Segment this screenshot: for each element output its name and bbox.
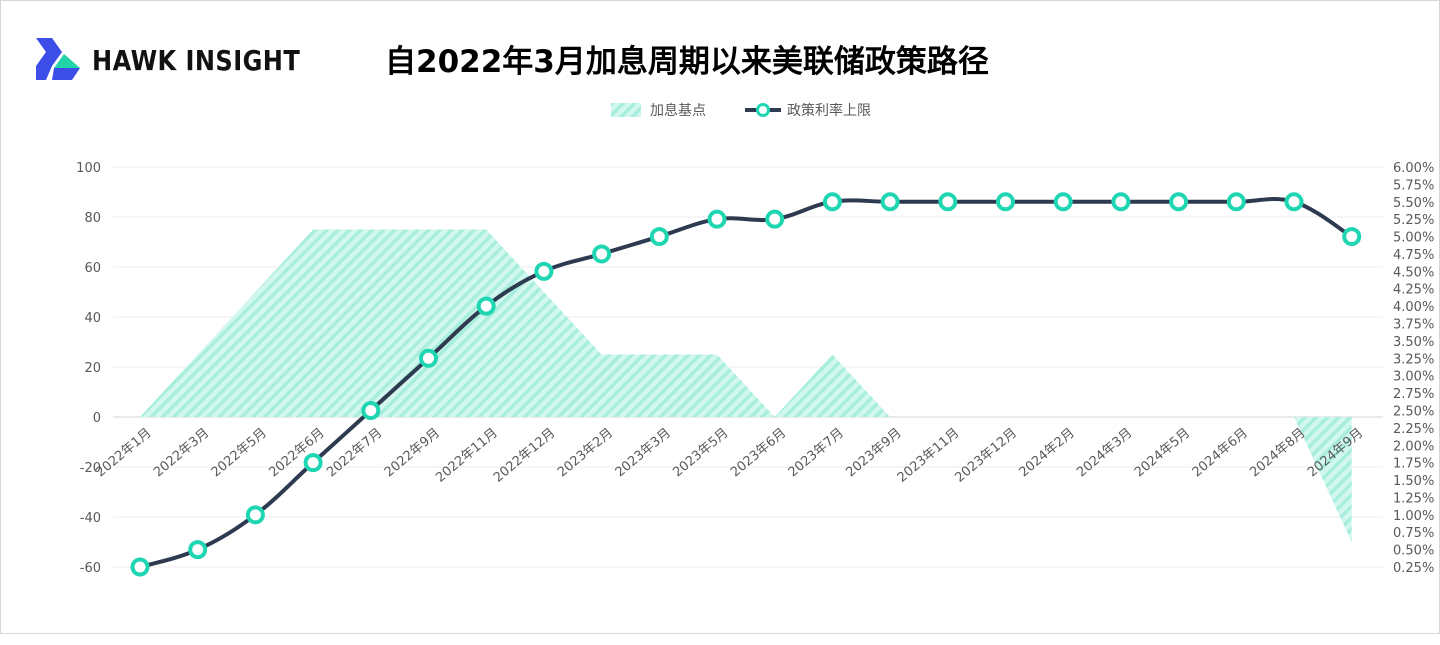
area-series-basis-points <box>140 229 1352 542</box>
y-right-tick-label: 2.00% <box>1393 439 1434 454</box>
x-tick-label: 2024年3月 <box>1074 426 1135 481</box>
y-axis-right: 6.00% 5.75% 5.50% 5.25% 5.00% 4.75% 4.50% 4.25%… <box>1393 161 1434 576</box>
x-tick-label: 2022年11月 <box>433 426 501 486</box>
line-series-policy-rate <box>138 197 1354 569</box>
chart-title: 自2022年3月加息周期以来美联储政策路径 <box>385 44 989 80</box>
y-left-tick-label: -60 <box>80 561 101 576</box>
line-point <box>419 348 438 368</box>
y-right-tick-label: 3.25% <box>1393 352 1434 367</box>
y-right-tick-label: 5.00% <box>1393 231 1434 246</box>
x-tick-label: 2022年7月 <box>324 426 385 481</box>
y-right-tick-label: 0.25% <box>1393 561 1434 576</box>
x-tick-label: 2024年5月 <box>1132 426 1193 481</box>
line-point <box>1169 192 1189 212</box>
x-tick-label: 2023年5月 <box>670 426 731 481</box>
y-right-tick-label: 0.50% <box>1393 544 1434 559</box>
x-tick-label: 2022年5月 <box>209 426 270 481</box>
y-right-tick-label: 0.75% <box>1393 526 1434 541</box>
y-left-tick-label: -40 <box>80 511 101 526</box>
x-tick-label: 2024年6月 <box>1190 426 1251 481</box>
area-series <box>140 229 1352 542</box>
line-point <box>188 540 208 560</box>
y-axis-left: 100 80 60 40 20 0 -20 -40 -60 <box>76 161 101 576</box>
line-point <box>1284 192 1304 212</box>
x-tick-label: 2024年8月 <box>1247 426 1308 481</box>
y-left-tick-label: 100 <box>76 161 101 176</box>
y-right-tick-label: 1.25% <box>1393 491 1434 506</box>
y-right-tick-label: 3.50% <box>1393 335 1434 350</box>
x-tick-label: 2023年9月 <box>843 426 904 481</box>
x-tick-label: 2022年1月 <box>93 426 154 481</box>
x-tick-label: 2022年12月 <box>491 426 559 486</box>
x-tick-label: 2023年6月 <box>728 426 789 481</box>
x-tick-label: 2023年3月 <box>613 426 674 481</box>
hawk-logo-icon <box>36 38 80 80</box>
line-point <box>996 192 1015 212</box>
line-point <box>303 453 323 473</box>
line-point <box>1226 192 1246 212</box>
legend-swatch-area <box>611 103 641 117</box>
y-left-tick-label: 0 <box>93 411 101 426</box>
y-right-tick-label: 3.75% <box>1393 318 1434 333</box>
line-point <box>1111 192 1131 212</box>
x-tick-label: 2022年3月 <box>151 426 212 481</box>
x-tick-label: 2023年2月 <box>555 426 616 481</box>
line-point <box>130 557 150 577</box>
y-left-tick-label: 20 <box>84 361 101 376</box>
line-point <box>245 505 265 525</box>
y-right-tick-label: 5.75% <box>1393 178 1434 193</box>
x-tick-label: 2024年2月 <box>1017 426 1078 481</box>
line-point <box>880 192 900 212</box>
line-point <box>1342 227 1362 247</box>
y-right-tick-label: 1.00% <box>1393 509 1434 524</box>
line-point <box>822 192 842 212</box>
y-right-tick-label: 1.75% <box>1393 457 1434 472</box>
brand-logo: HAWK INSIGHT <box>36 38 334 82</box>
line-markers <box>130 192 1362 577</box>
x-tick-label: 2023年7月 <box>786 426 847 481</box>
y-right-tick-label: 4.75% <box>1393 248 1434 263</box>
y-right-tick-label: 2.25% <box>1393 422 1434 437</box>
y-right-tick-label: 1.50% <box>1393 474 1434 489</box>
y-left-tick-label: 60 <box>84 261 101 276</box>
y-right-tick-label: 3.00% <box>1393 370 1434 385</box>
x-axis-labels: 2022年1月2022年3月2022年5月2022年6月2022年7月2022年… <box>93 426 1366 486</box>
line-series <box>138 197 1354 569</box>
y-right-tick-label: 4.25% <box>1393 283 1434 298</box>
line-point <box>592 244 612 264</box>
x-tick-label: 2022年6月 <box>266 426 327 481</box>
legend-label-area: 加息基点 <box>650 102 706 119</box>
brand-name: HAWK INSIGHT <box>92 43 301 77</box>
line-point <box>765 209 785 229</box>
y-right-tick-label: 5.50% <box>1393 196 1434 211</box>
line-point <box>361 400 381 420</box>
x-tick-label: 2022年9月 <box>382 426 443 481</box>
y-right-tick-label: 5.25% <box>1393 213 1434 228</box>
legend-swatch-marker <box>756 103 770 117</box>
line-point <box>707 209 727 229</box>
y-right-tick-label: 4.00% <box>1393 300 1434 315</box>
legend-label-line: 政策利率上限 <box>787 102 871 119</box>
line-point <box>534 261 554 281</box>
y-right-tick-label: 2.75% <box>1393 387 1434 402</box>
y-left-tick-label: -20 <box>80 461 101 476</box>
y-right-tick-label: 6.00% <box>1393 161 1434 176</box>
line-point <box>1053 192 1073 212</box>
y-left-tick-label: 40 <box>84 311 101 326</box>
line-point <box>938 192 958 212</box>
line-point <box>649 227 669 247</box>
x-tick-label: 2023年12月 <box>952 426 1020 486</box>
y-right-tick-label: 4.50% <box>1393 265 1434 280</box>
y-left-tick-label: 80 <box>84 211 101 226</box>
line-point <box>476 296 496 316</box>
y-right-tick-label: 2.50% <box>1393 404 1434 419</box>
x-tick-label: 2023年11月 <box>895 426 963 486</box>
legend: 加息基点 政策利率上限 <box>611 102 871 119</box>
